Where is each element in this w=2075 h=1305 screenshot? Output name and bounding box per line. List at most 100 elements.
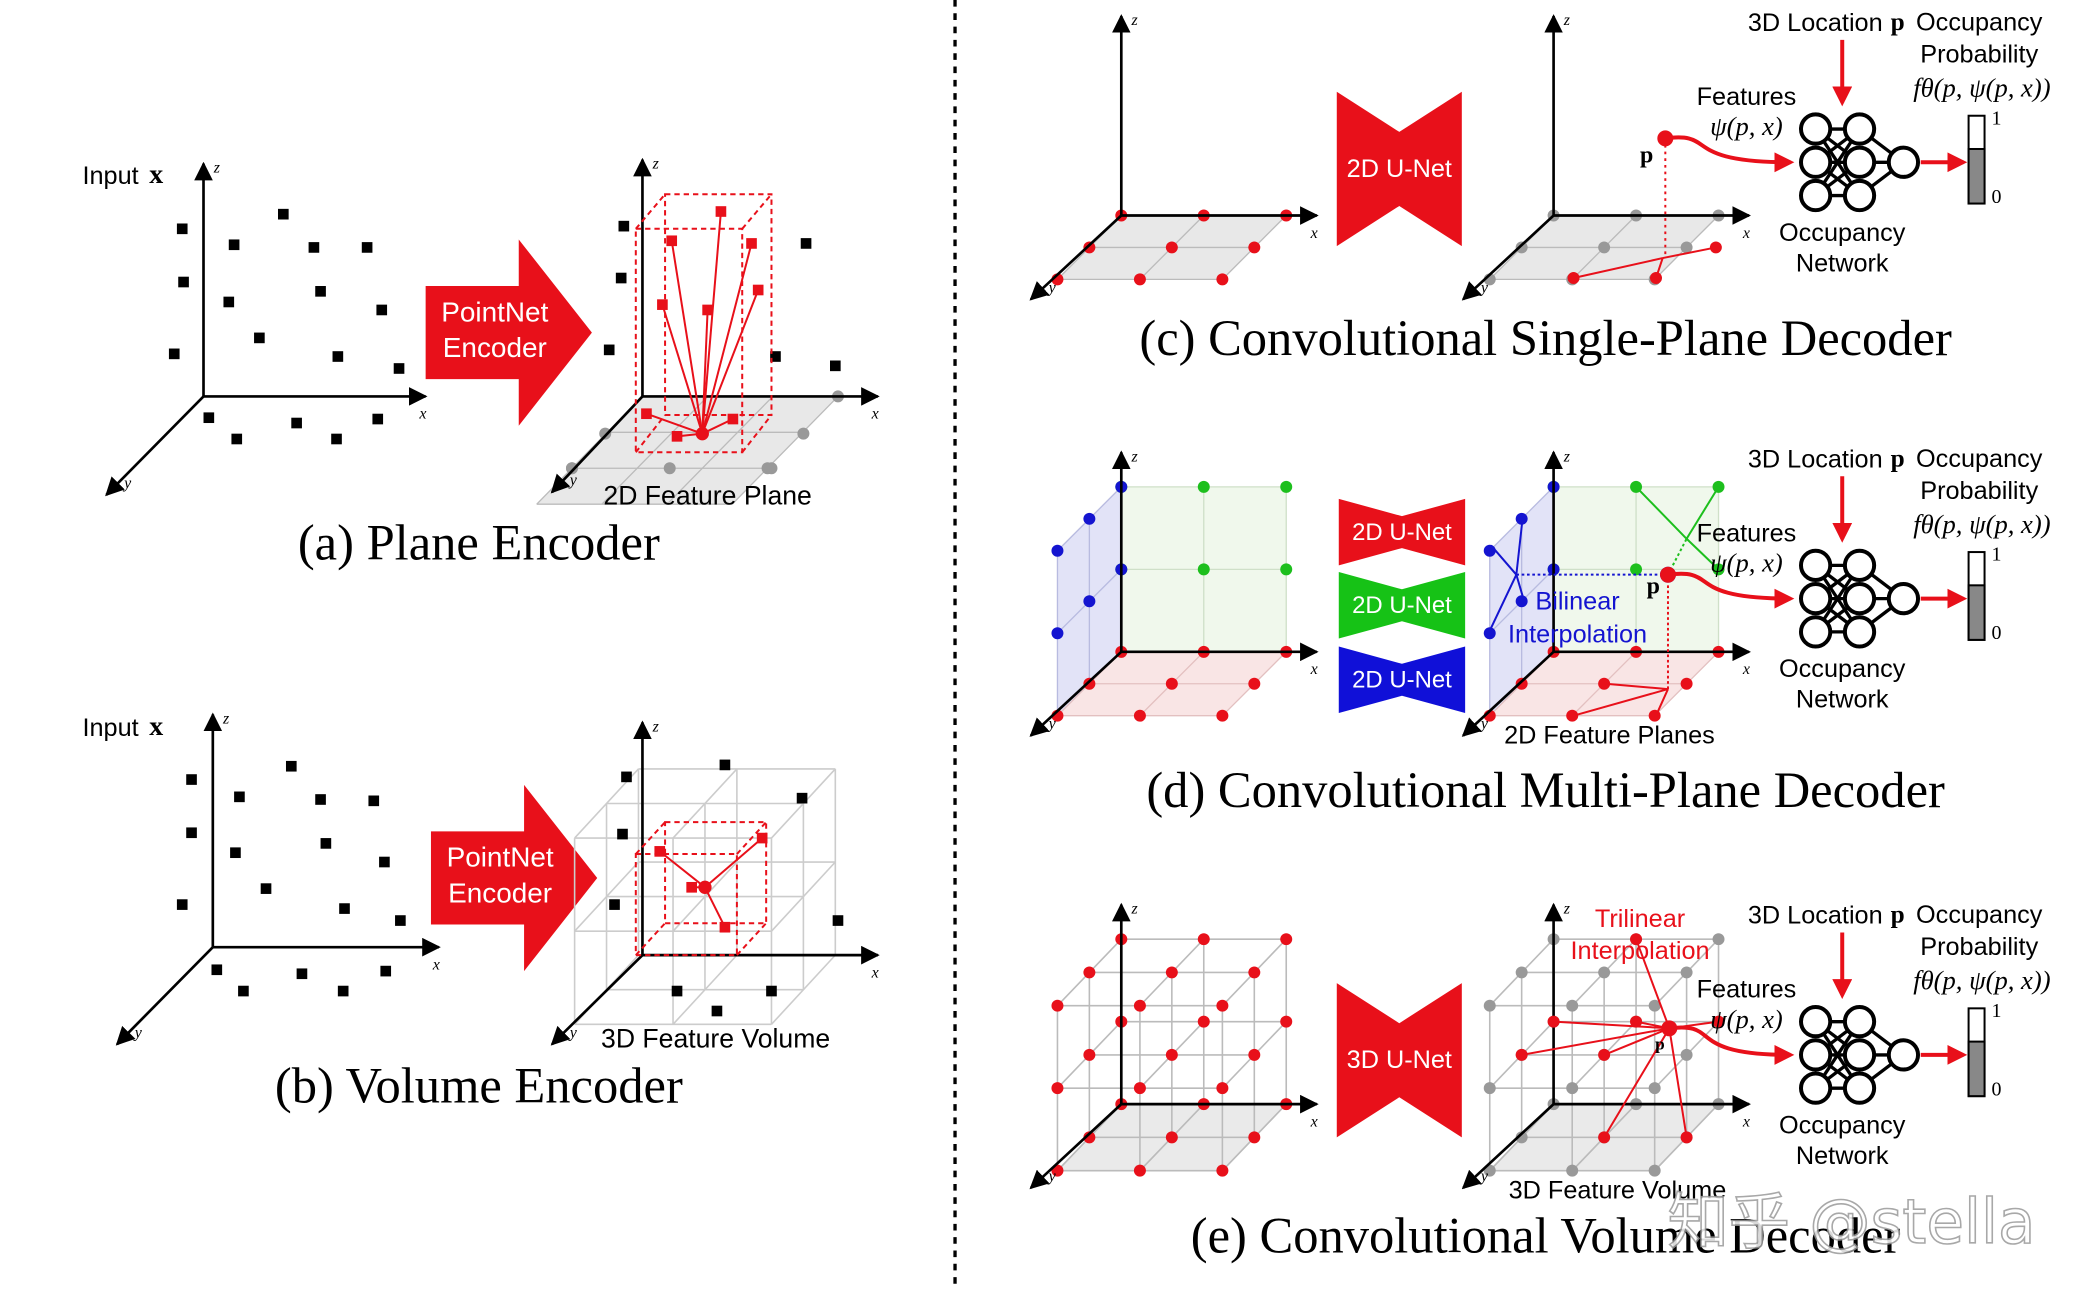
- axis-label: y: [133, 1024, 143, 1041]
- grid-point: [599, 427, 612, 440]
- point: [671, 431, 683, 442]
- point: [796, 792, 808, 804]
- point: [320, 838, 332, 849]
- axis-label: z: [652, 156, 659, 173]
- point: [603, 344, 615, 356]
- line: [1490, 544, 1518, 576]
- point: [260, 883, 272, 894]
- grid-point: [1216, 1164, 1229, 1177]
- point: [176, 223, 188, 235]
- grid-point: [1197, 933, 1210, 946]
- grid-point: [1515, 677, 1528, 690]
- network-label: Occupancy: [1779, 219, 1906, 247]
- point: [285, 760, 297, 772]
- point: [395, 915, 406, 926]
- axis-label: x: [1310, 1113, 1318, 1130]
- input-text: Input: [82, 714, 138, 742]
- unet: [1338, 646, 1466, 714]
- grid-point: [1598, 966, 1611, 979]
- line: [1515, 514, 1524, 575]
- line: [1635, 486, 1688, 540]
- grid-point: [1133, 999, 1146, 1012]
- point: [756, 832, 768, 844]
- grid-point: [1567, 272, 1580, 285]
- line: [1029, 650, 1123, 737]
- point: [230, 847, 241, 859]
- scale-label: 0: [1992, 1078, 2002, 1100]
- neuron: [1886, 145, 1921, 179]
- axis-label: y: [1047, 279, 1057, 296]
- axis-label: x: [432, 956, 440, 973]
- unet: [1336, 91, 1462, 247]
- grid-point: [1165, 966, 1178, 979]
- grid-point: [1483, 627, 1496, 640]
- point: [752, 284, 764, 296]
- location-symbol: p: [1891, 8, 1905, 36]
- grid-point: [1566, 999, 1579, 1012]
- point: [337, 985, 349, 997]
- point: [332, 351, 344, 362]
- probability-label: Occupancy: [1916, 445, 2043, 473]
- grid-point: [1680, 677, 1693, 690]
- dashed-box: [634, 853, 738, 957]
- neuron: [1886, 1038, 1921, 1072]
- interpolation-label: Interpolation: [1508, 621, 1647, 649]
- point: [234, 791, 245, 803]
- neuron: [1798, 548, 1833, 582]
- encoder-label: PointNet: [447, 842, 554, 873]
- grid-point: [1133, 273, 1146, 286]
- neuron: [1842, 1038, 1877, 1072]
- line: [1461, 650, 1555, 737]
- caption: (a) Plane Encoder: [298, 515, 660, 571]
- dashed-edge: [635, 414, 666, 453]
- grid-point: [1680, 1048, 1693, 1061]
- interpolation-label: Bilinear: [1535, 587, 1619, 615]
- grid-point: [1216, 273, 1229, 286]
- line: [1635, 938, 1671, 1029]
- grid-point: [698, 880, 712, 894]
- line: [601, 395, 709, 505]
- point: [315, 794, 326, 805]
- line: [1603, 1027, 1671, 1138]
- grid-point: [1483, 544, 1496, 557]
- point: [702, 304, 713, 316]
- line: [670, 240, 704, 434]
- point: [832, 915, 844, 926]
- grid-point: [1515, 1131, 1528, 1144]
- point: [186, 827, 197, 839]
- grid-point: [1630, 563, 1643, 576]
- grid-point: [1248, 1048, 1261, 1061]
- point: [228, 239, 240, 251]
- caption: (b) Volume Encoder: [275, 1057, 683, 1113]
- line: [659, 850, 706, 889]
- network-label: Occupancy: [1779, 1111, 1906, 1139]
- point: [727, 413, 739, 425]
- line: [1461, 1103, 1555, 1190]
- neuron: [1842, 581, 1877, 616]
- feature-plane: [536, 396, 838, 505]
- grid-point: [1197, 563, 1210, 576]
- grid-point: [1598, 241, 1611, 254]
- grid-point: [1083, 595, 1096, 608]
- grid-point: [1483, 999, 1496, 1012]
- network-label: Network: [1796, 686, 1889, 714]
- features-label: Features: [1697, 519, 1797, 547]
- scale-label: 0: [1992, 186, 2002, 208]
- axis-label: x: [1742, 1113, 1750, 1130]
- neuron: [1798, 1071, 1833, 1105]
- line: [646, 412, 703, 435]
- line: [1573, 688, 1669, 717]
- point: [800, 238, 812, 249]
- point: [641, 408, 652, 420]
- point: [296, 968, 308, 980]
- grid-point: [695, 427, 709, 441]
- neuron: [1842, 145, 1877, 179]
- grid-point: [1216, 1082, 1229, 1095]
- grid-point: [1280, 563, 1293, 576]
- axis-label: z: [1563, 12, 1570, 29]
- feature-arrow: [1667, 571, 1795, 609]
- point-label: p: [1655, 1035, 1665, 1054]
- feature-label: 2D Feature Plane: [603, 481, 811, 511]
- location-text: 3D Location: [1748, 445, 1883, 473]
- grid-point: [1648, 1164, 1661, 1177]
